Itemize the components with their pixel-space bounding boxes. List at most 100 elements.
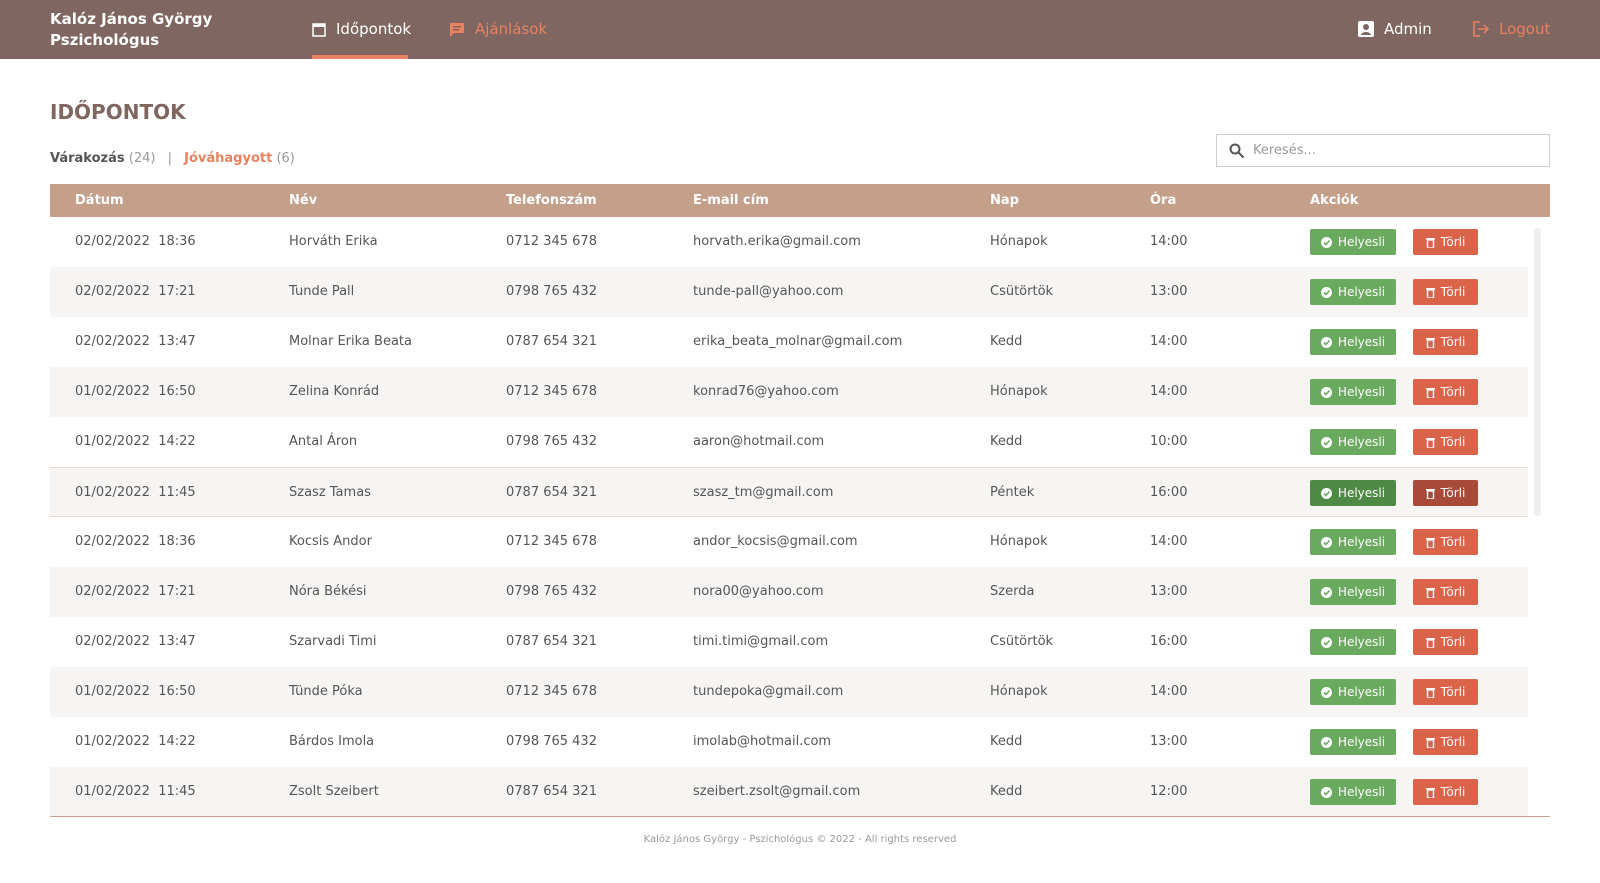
- check-icon: [1320, 536, 1332, 548]
- delete-button[interactable]: Törli: [1413, 329, 1478, 355]
- table-row: 01/02/2022 11:45 Zsolt Szeibert 0787 654 3…: [50, 767, 1528, 817]
- approve-button[interactable]: Helyesli: [1310, 579, 1396, 605]
- approve-button[interactable]: Helyesli: [1310, 229, 1396, 255]
- approve-button[interactable]: Helyesli: [1310, 379, 1396, 405]
- table-cell: Tunde Pall: [289, 284, 355, 299]
- button-label: Törli: [1440, 486, 1466, 500]
- table-cell: Kedd: [990, 334, 1023, 349]
- table-cell: nora00@yahoo.com: [693, 584, 824, 599]
- user[interactable]: Admin: [1358, 20, 1432, 38]
- column-header: Óra: [1150, 193, 1177, 208]
- table-cell: 0787 654 321: [506, 634, 597, 649]
- logout-label: Logout: [1499, 20, 1551, 38]
- table-cell: 0787 654 321: [506, 784, 597, 799]
- button-label: Törli: [1440, 335, 1466, 349]
- delete-button[interactable]: Törli: [1413, 629, 1478, 655]
- brand[interactable]: Kalóz János György Pszichológus: [50, 9, 212, 51]
- button-label: Helyesli: [1337, 635, 1386, 649]
- table-row: 02/02/2022 17:21 Tunde Pall 0798 765 432 tu…: [50, 267, 1528, 317]
- delete-button[interactable]: Törli: [1413, 529, 1478, 555]
- active-underline: [312, 55, 408, 59]
- tab[interactable]: Jóváhagyott (6): [184, 151, 295, 166]
- approve-button[interactable]: Helyesli: [1310, 629, 1396, 655]
- trash-icon: [1425, 237, 1435, 248]
- trash-icon: [1425, 537, 1435, 548]
- table-cell: 0787 654 321: [506, 485, 597, 500]
- nav-item[interactable]: Időpontok: [312, 20, 411, 38]
- approve-button[interactable]: Helyesli: [1310, 429, 1396, 455]
- nav-label: Ajánlások: [475, 20, 548, 38]
- table-cell: 01/02/2022 11:45: [75, 485, 196, 500]
- table-cell: aaron@hotmail.com: [693, 434, 825, 449]
- table-bottom: [50, 816, 1550, 817]
- button-label: Helyesli: [1337, 385, 1386, 399]
- column-header: Akciók: [1310, 193, 1359, 208]
- table-row: 02/02/2022 18:36 Horváth Erika 0712 345 67…: [50, 217, 1528, 267]
- table-cell: Hónapok: [990, 234, 1048, 249]
- table-cell: 14:00: [1150, 534, 1188, 549]
- button-label: Törli: [1440, 785, 1466, 799]
- table-cell: Kocsis Andor: [289, 534, 372, 549]
- logout[interactable]: Logout: [1473, 20, 1550, 38]
- delete-button[interactable]: Törli: [1413, 779, 1478, 805]
- trash-icon: [1425, 437, 1435, 448]
- logout-icon: [1473, 21, 1489, 37]
- delete-button[interactable]: Törli: [1413, 229, 1478, 255]
- table-cell: Péntek: [990, 485, 1035, 500]
- table-row: 02/02/2022 13:47 Molnar Erika Beata 0787 6…: [50, 317, 1528, 367]
- approve-button[interactable]: Helyesli: [1310, 729, 1396, 755]
- calendar-icon: [312, 22, 326, 37]
- table-row: 01/02/2022 16:50 Zelina Konrád 0712 345 67…: [50, 367, 1528, 417]
- tab[interactable]: Várakozás (24): [50, 151, 155, 166]
- check-icon: [1320, 436, 1332, 448]
- table-cell: 13:00: [1150, 584, 1188, 599]
- delete-button[interactable]: Törli: [1413, 480, 1478, 506]
- tab-count: (24): [128, 151, 156, 166]
- table-cell: 01/02/2022 14:22: [75, 734, 196, 749]
- approve-button[interactable]: Helyesli: [1310, 779, 1396, 805]
- tabs: Várakozás (24) | Jóváhagyott (6): [50, 151, 295, 166]
- table-cell: Nóra Békési: [289, 584, 367, 599]
- trash-icon: [1425, 687, 1435, 698]
- table-cell: Zsolt Szeibert: [289, 784, 379, 799]
- brand-name: Kalóz János György: [50, 10, 213, 28]
- user-icon: [1358, 21, 1374, 37]
- table-row: 02/02/2022 17:21 Nóra Békési 0798 765 432 n…: [50, 567, 1528, 617]
- table-cell: 0787 654 321: [506, 334, 597, 349]
- brand-sub: Pszichológus: [50, 31, 160, 49]
- delete-button[interactable]: Törli: [1413, 279, 1478, 305]
- tab-count: (6): [276, 151, 295, 166]
- delete-button[interactable]: Törli: [1413, 679, 1478, 705]
- button-label: Törli: [1440, 535, 1466, 549]
- table-cell: 01/02/2022 16:50: [75, 684, 196, 699]
- check-icon: [1320, 487, 1332, 499]
- search-box[interactable]: Keresés...: [1216, 134, 1550, 167]
- button-label: Helyesli: [1337, 435, 1386, 449]
- check-icon: [1320, 286, 1332, 298]
- delete-button[interactable]: Törli: [1413, 729, 1478, 755]
- approve-button[interactable]: Helyesli: [1310, 529, 1396, 555]
- approve-button[interactable]: Helyesli: [1310, 480, 1396, 506]
- delete-button[interactable]: Törli: [1413, 429, 1478, 455]
- nav-item[interactable]: Ajánlások: [449, 20, 547, 38]
- table-row: 02/02/2022 18:36 Kocsis Andor 0712 345 678…: [50, 517, 1528, 567]
- table-cell: 02/02/2022 17:21: [75, 284, 196, 299]
- delete-button[interactable]: Törli: [1413, 579, 1478, 605]
- delete-button[interactable]: Törli: [1413, 379, 1478, 405]
- table-cell: 02/02/2022 18:36: [75, 534, 196, 549]
- trash-icon: [1425, 488, 1435, 499]
- table-cell: horvath.erika@gmail.com: [693, 234, 861, 249]
- approve-button[interactable]: Helyesli: [1310, 279, 1396, 305]
- trash-icon: [1425, 787, 1435, 798]
- approve-button[interactable]: Helyesli: [1310, 329, 1396, 355]
- approve-button[interactable]: Helyesli: [1310, 679, 1396, 705]
- separator: |: [167, 151, 172, 166]
- table-row: 01/02/2022 11:45 Szasz Tamas 0787 654 321 s…: [50, 467, 1528, 517]
- button-label: Törli: [1440, 385, 1466, 399]
- table-cell: Kedd: [990, 434, 1023, 449]
- footer: Kalóz János György - Pszichológus © 2022…: [643, 834, 957, 845]
- search-placeholder: Keresés...: [1253, 143, 1316, 158]
- table-cell: Horváth Erika: [289, 234, 378, 249]
- table-cell: 0712 345 678: [506, 534, 597, 549]
